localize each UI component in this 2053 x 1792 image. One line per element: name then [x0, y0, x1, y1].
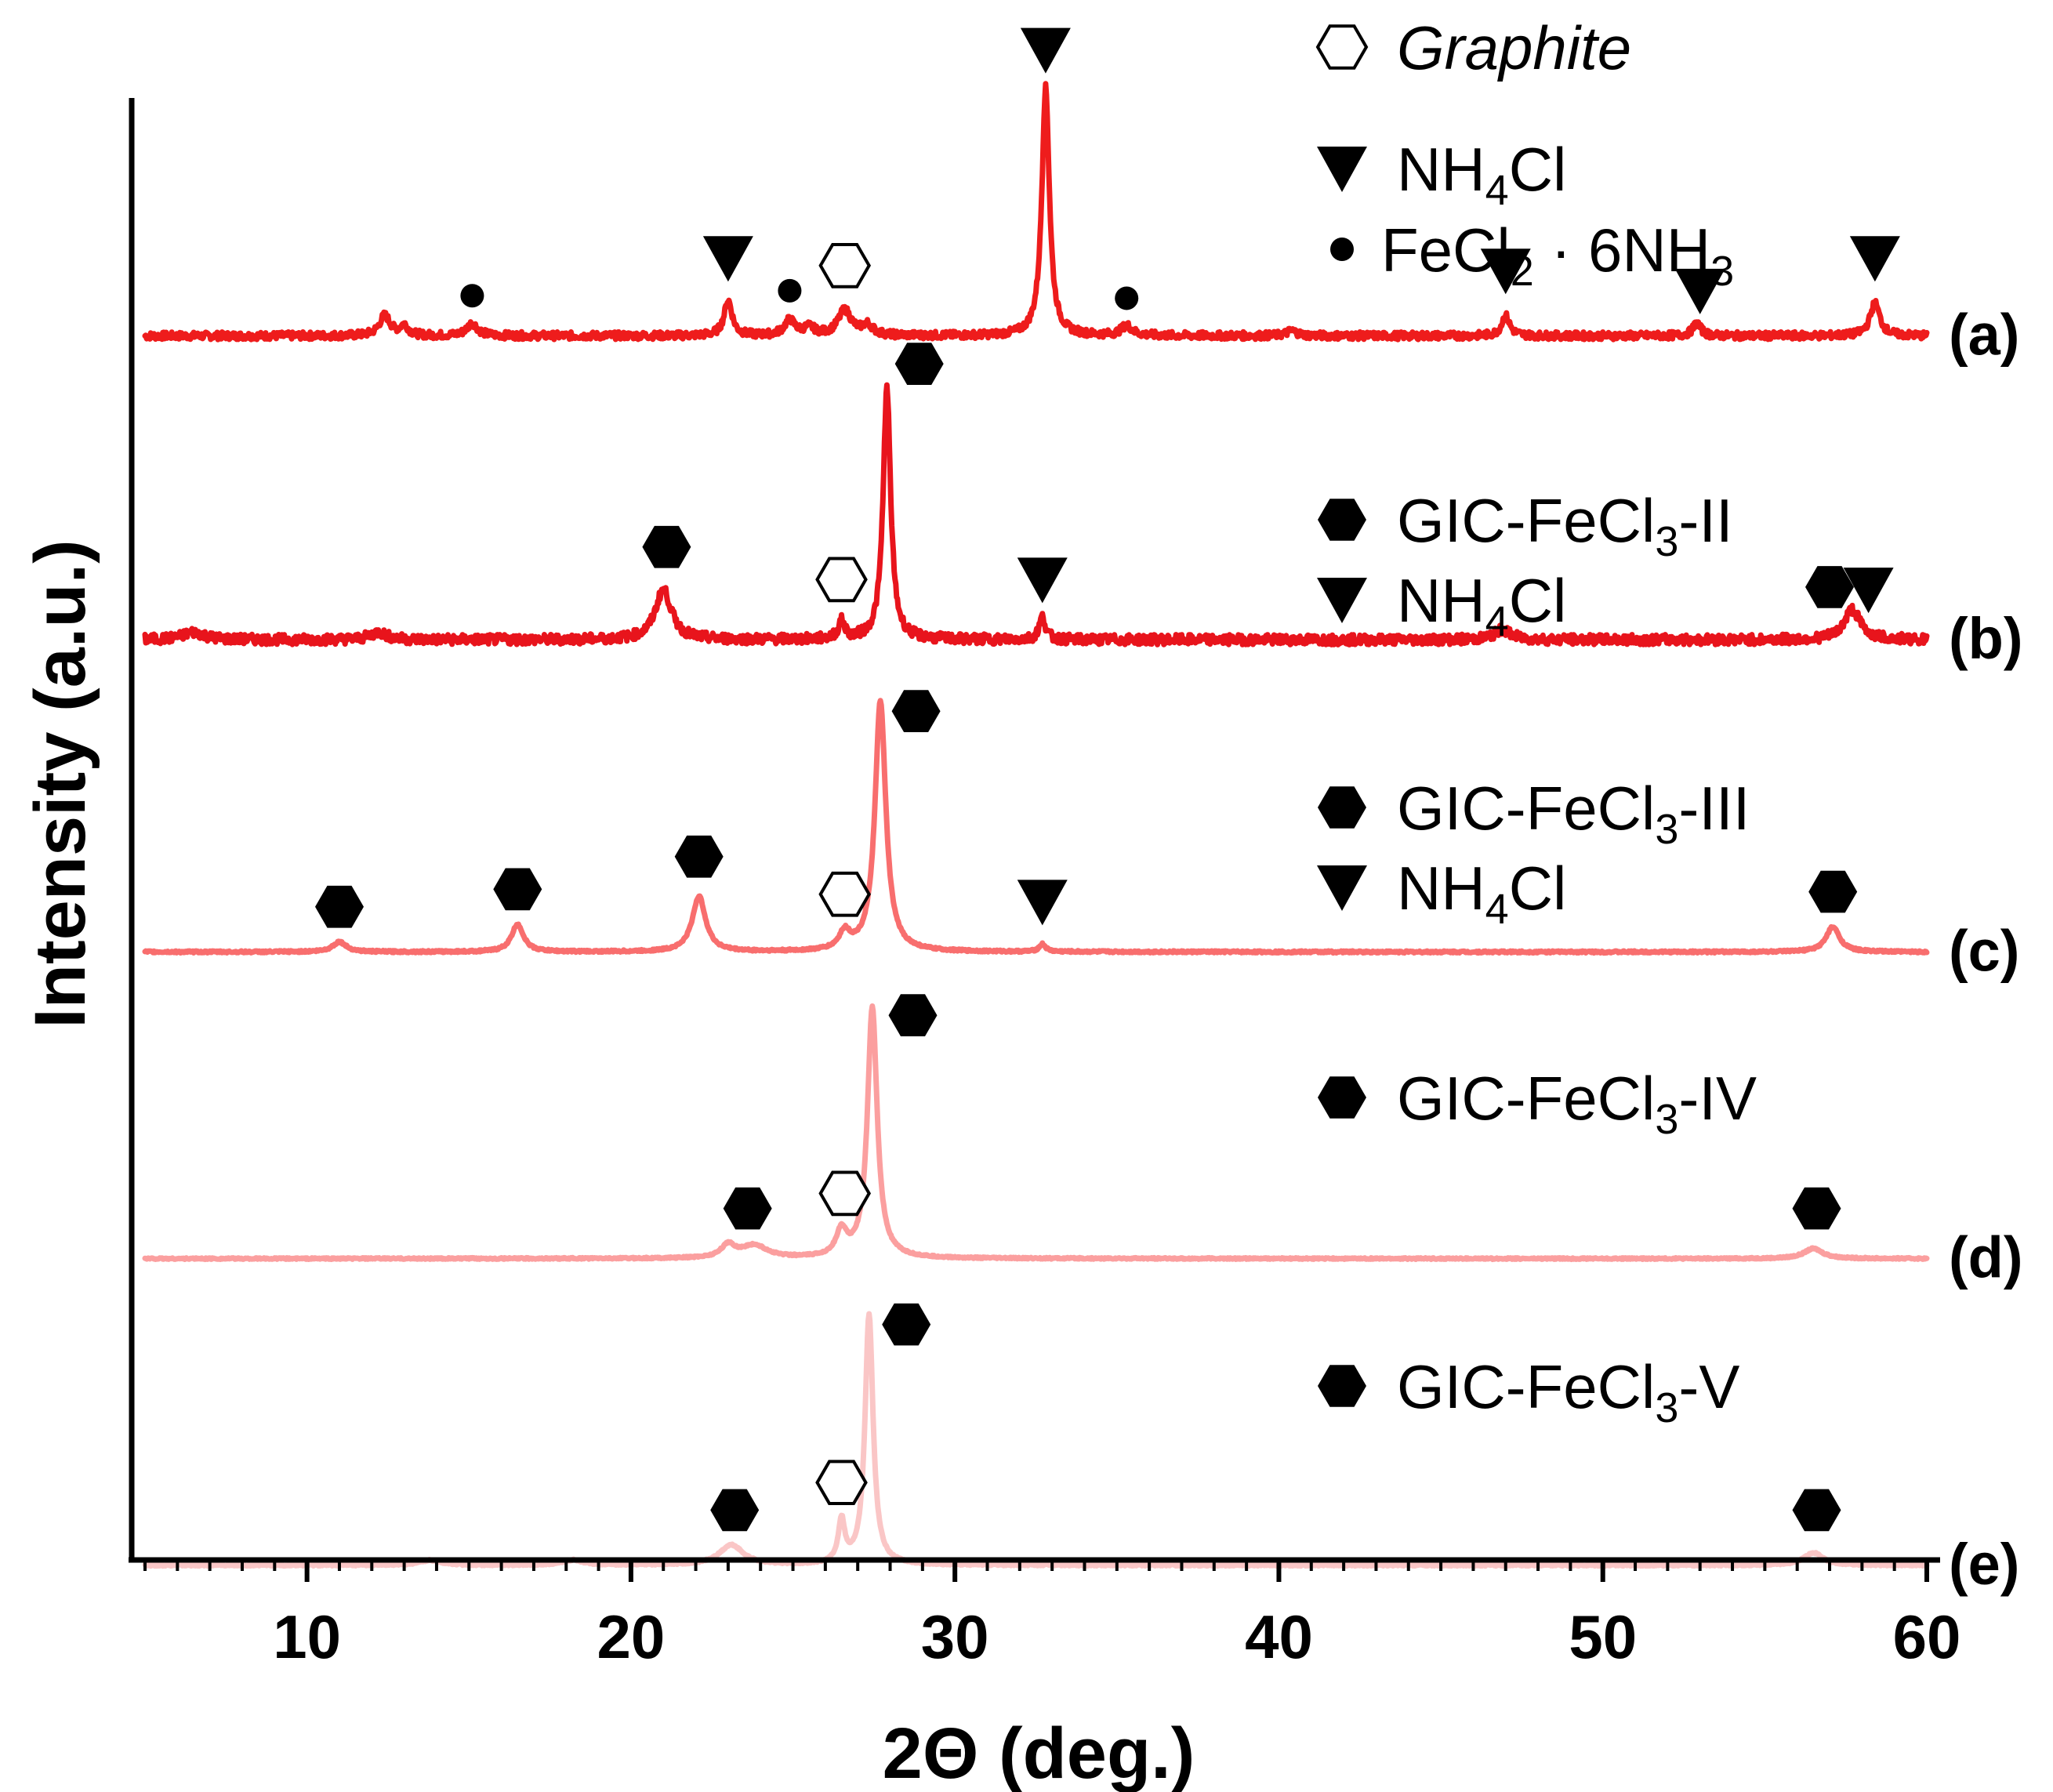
peak-marker-hex-26	[710, 1489, 760, 1532]
peak-marker-triangle-8	[1849, 236, 1900, 282]
series-label-3: (d)	[1949, 1225, 2023, 1290]
legend-marker-triangle	[1317, 147, 1367, 192]
x-tick-group: 10 20 30 40 50 60	[143, 1560, 1961, 1671]
x-tick-label: 20	[597, 1602, 666, 1671]
peak-marker-dot-5	[1115, 286, 1139, 310]
peak-marker-hex-15	[315, 885, 364, 928]
peak-marker-triangle-14	[1843, 568, 1894, 614]
peak-marker-hex-17	[674, 835, 724, 878]
axes	[129, 98, 1940, 1563]
peak-marker-hex-open-10	[815, 557, 868, 603]
trace-0	[142, 81, 1930, 343]
peak-marker-hex-open-3	[818, 243, 872, 288]
series-label-0: (a)	[1949, 302, 2019, 367]
series-label-2: (c)	[1949, 918, 2019, 983]
legend-label: FeCl2 · 6NH3	[1381, 216, 1734, 295]
legend-label: NH4Cl	[1397, 135, 1566, 214]
legend-label: NH4Cl	[1397, 854, 1566, 933]
peak-marker-hex-21	[1808, 870, 1858, 913]
peak-marker-hex-25	[1792, 1187, 1841, 1230]
x-tick-label: 30	[921, 1602, 989, 1671]
peak-marker-hex-24	[888, 994, 938, 1036]
legend-label: Graphite	[1397, 13, 1631, 82]
x-axis-label: 2Θ (deg.)	[883, 1714, 1195, 1792]
peak-marker-dot-2	[778, 278, 802, 303]
peak-marker-hex-22	[723, 1187, 772, 1230]
legend-label: NH4Cl	[1397, 566, 1566, 645]
peak-marker-triangle-1	[702, 236, 753, 282]
peak-marker-triangle-12	[1017, 557, 1068, 604]
peak-marker-triangle-20	[1017, 880, 1068, 926]
trace-4	[142, 1311, 1930, 1569]
x-tick-label: 10	[273, 1602, 341, 1671]
peak-marker-hex-16	[493, 868, 542, 911]
trace-1	[142, 382, 1930, 648]
trace-3	[142, 1003, 1930, 1262]
peak-marker-triangle-4	[1020, 27, 1071, 74]
series-label-4: (e)	[1949, 1532, 2019, 1597]
peak-marker-group	[315, 27, 1900, 1532]
trace-2	[142, 698, 1930, 956]
legend-label: GIC-FeCl3-III	[1397, 774, 1750, 853]
x-tick-label: 60	[1893, 1602, 1961, 1671]
legend-label: GIC-FeCl3-IV	[1397, 1064, 1757, 1143]
peak-marker-hex-open-18	[818, 871, 872, 917]
peak-marker-hex-9	[642, 525, 691, 568]
legend-marker-dot	[1330, 238, 1354, 261]
series-label-group: (a) (b) (c) (d) (e)	[1949, 302, 2023, 1596]
legend-marker-hex	[1318, 1365, 1366, 1407]
y-axis-label: Intensity (a.u.)	[20, 539, 100, 1028]
peak-marker-hex-open-27	[815, 1460, 868, 1505]
peak-marker-triangle-6	[1480, 248, 1531, 295]
legend-marker-hex-open	[1315, 24, 1369, 70]
peak-marker-hex-open-23	[818, 1170, 872, 1217]
series-label-1: (b)	[1949, 606, 2023, 671]
peak-marker-hex-13	[1805, 566, 1854, 608]
peak-marker-hex-11	[894, 343, 944, 385]
legend-marker-triangle	[1317, 865, 1367, 911]
peak-marker-hex-28	[882, 1303, 931, 1346]
legend-marker-triangle	[1317, 578, 1367, 623]
legend-label: GIC-FeCl3-II	[1397, 486, 1733, 565]
peak-marker-triangle-7	[1674, 268, 1725, 314]
peak-marker-hex-19	[891, 690, 941, 732]
x-tick-label: 40	[1245, 1602, 1313, 1671]
legend-marker-hex	[1318, 1076, 1366, 1119]
peak-marker-hex-29	[1792, 1489, 1841, 1532]
x-tick-label: 50	[1569, 1602, 1637, 1671]
legend-marker-hex	[1318, 499, 1366, 541]
peak-marker-dot-0	[460, 284, 484, 308]
legend-label: GIC-FeCl3-V	[1397, 1352, 1739, 1431]
legend-marker-hex	[1318, 786, 1366, 829]
